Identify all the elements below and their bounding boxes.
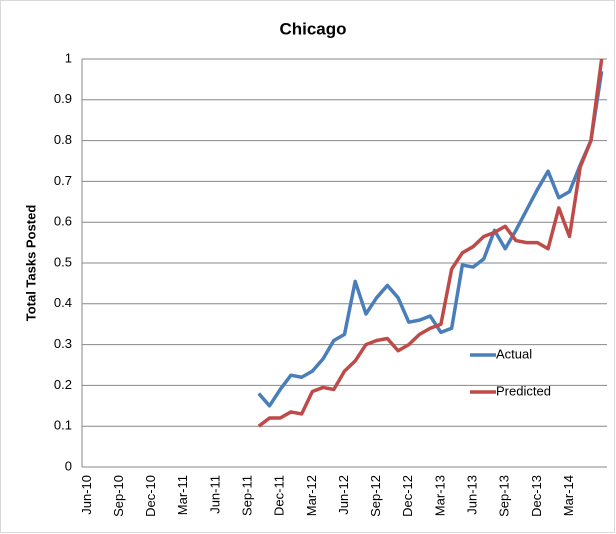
x-tick-label: Jun-10 [79, 475, 94, 515]
x-tick-label: Sep-10 [111, 475, 126, 517]
y-tick-label: 0.7 [54, 173, 72, 188]
x-tick-label: Sep-13 [497, 475, 512, 517]
legend-label: Actual [496, 346, 532, 361]
x-tick-label: Jun-11 [207, 475, 222, 514]
y-tick-label: 0.3 [54, 336, 72, 351]
chart-title: Chicago [279, 19, 346, 38]
line-series [257, 58, 604, 428]
legend-label: Predicted [496, 383, 551, 398]
y-tick-label: 0 [65, 458, 72, 473]
x-tick-label: Dec-13 [529, 475, 544, 517]
x-tick-label: Dec-11 [272, 475, 287, 516]
y-tick-label: 0.9 [54, 91, 72, 106]
x-tick-label: Jun-12 [336, 475, 351, 515]
y-tick-label: 0.8 [54, 132, 72, 147]
y-tick-label: 1 [65, 50, 72, 65]
x-tick-label: Mar-13 [432, 475, 447, 516]
y-tick-label: 0.6 [54, 214, 72, 229]
x-tick-label: Dec-12 [400, 475, 415, 517]
y-tick-label: 0.5 [54, 254, 72, 269]
y-tick-label: 0.4 [54, 295, 72, 310]
x-tick-label: Sep-12 [368, 475, 383, 517]
x-tick-label: Dec-10 [143, 475, 158, 517]
x-tick-label: Mar-14 [561, 475, 576, 516]
y-tick-label: 0.2 [54, 377, 72, 392]
x-tick-label: Jun-13 [465, 475, 480, 515]
y-tick-label: 0.1 [54, 418, 72, 433]
y-axis-title: Total Tasks Posted [23, 205, 38, 322]
line-series [257, 70, 604, 408]
x-tick-label: Sep-11 [240, 475, 255, 516]
x-tick-label: Mar-11 [175, 475, 190, 515]
x-tick-label: Mar-12 [304, 475, 319, 516]
